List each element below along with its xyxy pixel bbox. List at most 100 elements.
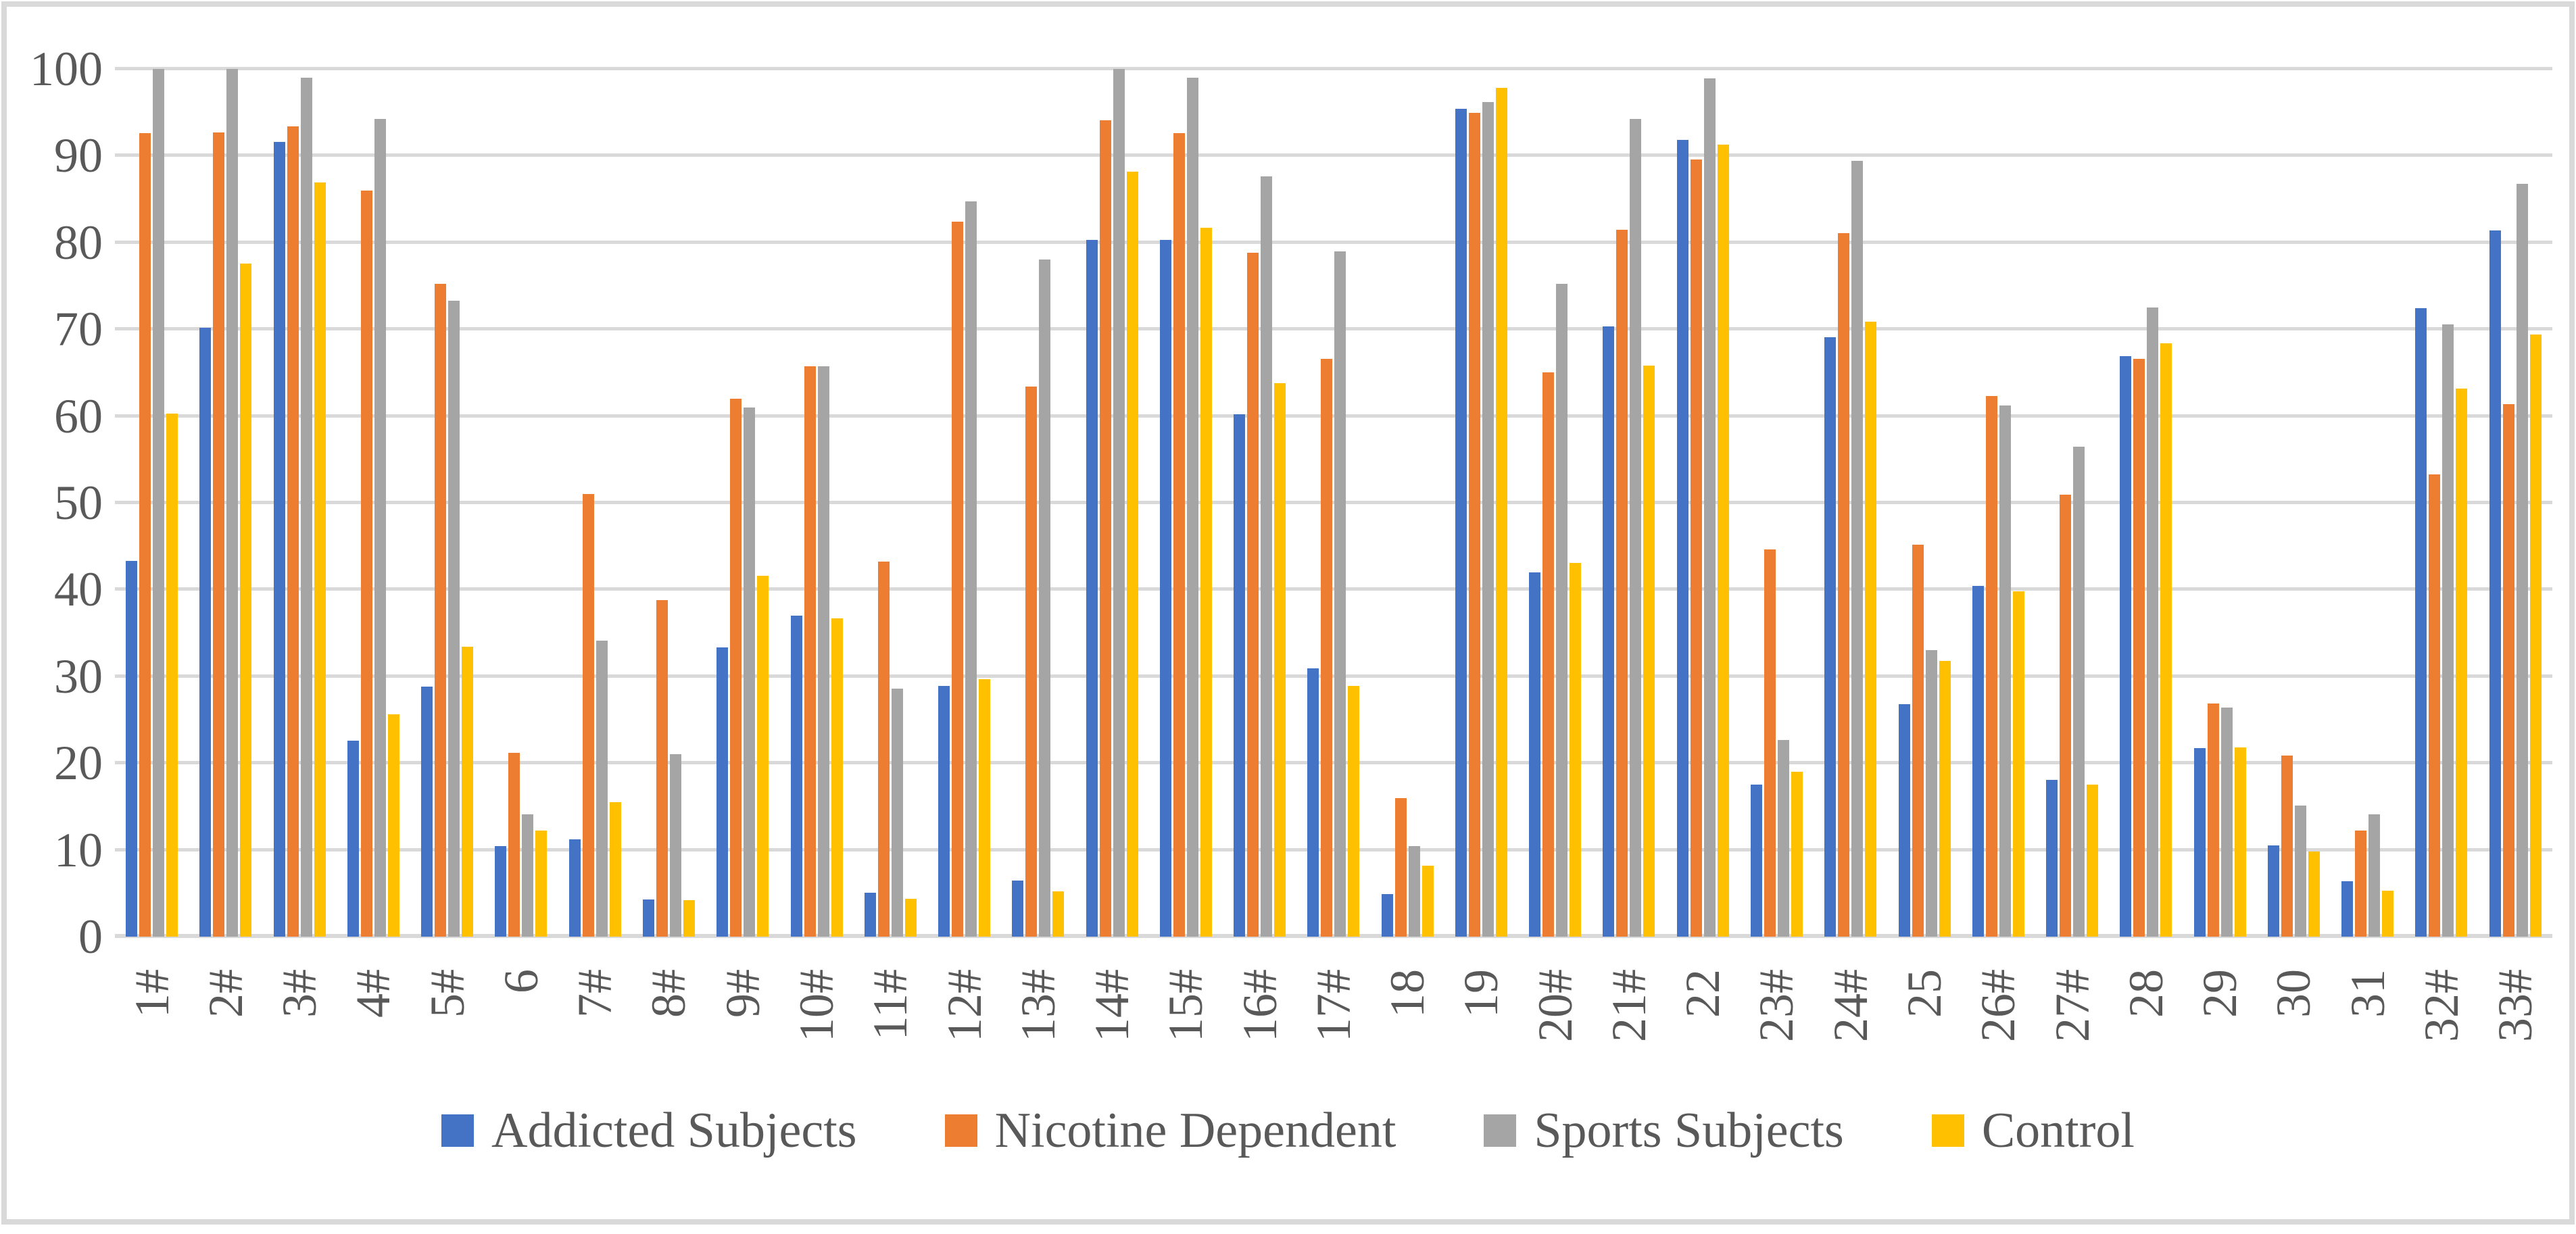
bar	[1985, 396, 1997, 937]
x-tick-cell: 16#	[1223, 949, 1296, 1118]
bar	[2368, 814, 2381, 937]
bar	[2012, 591, 2024, 937]
bar	[1824, 337, 1837, 937]
bar-group	[706, 69, 779, 937]
bar	[1025, 386, 1038, 937]
bar	[2456, 388, 2468, 937]
bar	[2341, 881, 2354, 937]
bar	[1764, 549, 1776, 937]
bar	[2120, 356, 2132, 937]
x-tick-label: 12#	[937, 969, 992, 1042]
bar	[1234, 414, 1246, 937]
bar	[1482, 101, 1494, 937]
bar	[2429, 474, 2441, 937]
bar-group	[1962, 69, 2035, 937]
x-tick-label: 31	[2340, 969, 2395, 1018]
x-tick-cell: 2#	[189, 949, 262, 1118]
x-tick-label: 6	[493, 969, 548, 993]
x-tick-cell: 9#	[706, 949, 779, 1118]
bar	[1099, 120, 1111, 937]
bar	[1381, 894, 1393, 937]
bar-group	[2183, 69, 2256, 937]
bar	[2502, 403, 2514, 937]
bar	[1616, 229, 1628, 937]
y-tick-label: 70	[54, 302, 103, 357]
x-tick-label: 10#	[789, 969, 844, 1042]
x-tick-label: 16#	[1232, 969, 1287, 1042]
x-tick-cell: 30	[2257, 949, 2331, 1118]
x-tick-label: 19	[1454, 969, 1509, 1018]
bar	[609, 801, 621, 937]
bar	[2294, 806, 2306, 937]
bar	[1307, 668, 1319, 937]
x-tick-cell: 4#	[337, 949, 410, 1118]
y-tick-label: 40	[54, 562, 103, 617]
bar-group	[2035, 69, 2109, 937]
bar	[2442, 324, 2454, 937]
bar	[374, 119, 386, 937]
bar	[1865, 321, 1877, 937]
x-tick-cell: 14#	[1075, 949, 1148, 1118]
gridline	[115, 501, 2552, 504]
bar-group	[1592, 69, 1666, 937]
x-tick-label: 7#	[568, 969, 623, 1018]
bar	[1348, 685, 1360, 937]
bar-group	[484, 69, 558, 937]
bar-group	[2404, 69, 2478, 937]
x-tick-cell: 28	[2109, 949, 2183, 1118]
bar	[1643, 366, 1655, 937]
bar	[1408, 846, 1420, 937]
bar	[1603, 326, 1615, 937]
x-tick-label: 28	[2118, 969, 2173, 1018]
bar	[1777, 739, 1789, 937]
bar	[2060, 495, 2072, 937]
bar	[1690, 159, 1702, 937]
bar-group	[189, 69, 262, 937]
x-tick-label: 20#	[1528, 969, 1582, 1042]
bar	[199, 327, 212, 937]
bar-group	[1814, 69, 1887, 937]
bar	[1421, 865, 1434, 937]
bar	[656, 599, 668, 937]
bar	[287, 126, 299, 937]
x-tick-label: 11#	[863, 969, 918, 1041]
y-axis-tick-labels: 0 10 20 30 40 50 60 70 80 90 100	[0, 0, 103, 1234]
bar	[1173, 133, 1185, 937]
bar	[300, 77, 312, 937]
bar	[240, 263, 252, 937]
bar	[952, 221, 964, 937]
bar-group	[115, 69, 189, 937]
bar	[683, 900, 695, 937]
bar	[462, 647, 474, 937]
bar-group	[2479, 69, 2552, 937]
bar	[1126, 171, 1138, 937]
x-tick-label: 22	[1676, 969, 1730, 1018]
bar	[314, 182, 326, 937]
x-tick-cell: 26#	[1962, 949, 2035, 1118]
bar	[1838, 232, 1850, 937]
legend-label: Nicotine Dependent	[994, 1103, 1396, 1158]
bar	[904, 898, 917, 937]
bar	[1939, 660, 1951, 937]
x-tick-label: 2#	[198, 969, 253, 1018]
y-tick-label: 0	[78, 910, 103, 964]
x-tick-cell: 1#	[115, 949, 189, 1118]
x-tick-label: 14#	[1085, 969, 1140, 1042]
bar	[2281, 755, 2293, 937]
bar	[2147, 307, 2159, 937]
legend-swatch	[1484, 1114, 1517, 1147]
bar	[1912, 544, 1924, 937]
y-tick-label: 20	[54, 736, 103, 791]
bar	[1999, 405, 2011, 937]
bar	[347, 740, 359, 937]
bar	[2529, 334, 2542, 937]
gridlines	[115, 67, 2552, 938]
bar	[1321, 358, 1333, 937]
bar	[669, 754, 681, 937]
bar	[522, 814, 534, 937]
gridline	[115, 414, 2552, 418]
bar-group	[410, 69, 484, 937]
bar-group	[1740, 69, 1814, 937]
bar	[226, 69, 239, 937]
x-tick-cell: 19	[1444, 949, 1518, 1118]
